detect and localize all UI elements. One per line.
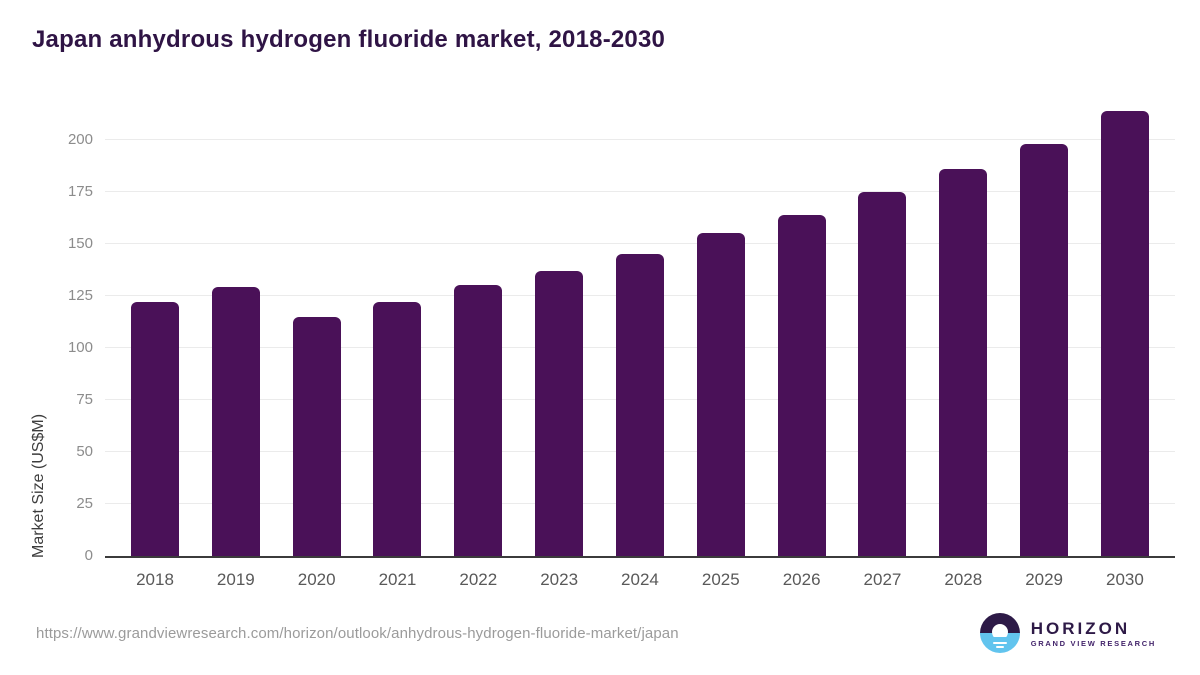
x-tick-label: 2021 [378,570,417,589]
bar-2025[interactable] [696,233,745,556]
x-tick-label: 2026 [782,570,821,589]
x-tick-label: 2028 [944,570,983,589]
bar-2021[interactable] [373,302,422,556]
gridline [105,190,1175,192]
plot-area: 0 25 50 75 100 125 150 175 200 [68,100,1175,564]
bar-2029[interactable] [1020,143,1069,556]
bar-2020[interactable] [292,316,341,556]
y-axis-title: Market Size (US$M) [30,413,47,558]
bar-2027[interactable] [858,191,907,556]
horizon-logo-icon [979,613,1020,653]
y-tick-label: 100 [67,338,93,356]
y-tick-label: 150 [67,234,93,252]
horizon-logo: HORIZON GRAND VIEW RESEARCH [979,613,1156,653]
x-tick-label: 2022 [459,570,498,589]
x-axis-labels: 2018 2019 2020 2021 2022 2023 2024 2025 2026 2027… [105,570,1175,590]
bar-2030[interactable] [1100,110,1149,556]
logo-name: HORIZON [1030,618,1131,638]
x-tick-label: 2029 [1025,570,1064,589]
x-tick-label: 2020 [297,570,336,589]
y-tick-label: 25 [76,494,93,512]
bar-2023[interactable] [535,270,584,556]
bar-2022[interactable] [454,285,503,556]
y-tick-label: 0 [84,547,93,564]
bar-2019[interactable] [211,287,260,556]
y-tick-label: 75 [76,390,93,408]
gridline [105,138,1175,140]
bar-chart: Market Size (US$M) 0 25 50 75 100 125 150 175 20… [0,100,1200,595]
bar-2028[interactable] [939,168,988,556]
bar-2026[interactable] [777,214,826,556]
bar-series [105,100,1175,556]
x-tick-label: 2025 [701,570,740,589]
x-tick-label: 2030 [1106,570,1144,589]
x-tick-label: 2023 [540,570,579,589]
chart-title: Japan anhydrous hydrogen fluoride market… [32,26,666,53]
x-tick-label: 2027 [863,570,902,589]
x-tick-label: 2019 [216,570,255,589]
y-tick-label: 200 [67,130,93,148]
footer: https://www.grandviewresearch.com/horizo… [0,605,1200,661]
bar-2024[interactable] [615,254,664,556]
x-tick-label: 2018 [136,570,174,589]
sun-icon [991,624,1008,640]
gridline [105,242,1175,244]
x-tick-label: 2024 [621,570,659,589]
y-tick-label: 175 [67,182,93,200]
source-url: https://www.grandviewresearch.com/horizo… [36,624,679,642]
bar-2018[interactable] [131,302,179,556]
y-tick-label: 125 [67,286,93,304]
logo-subtitle: GRAND VIEW RESEARCH [1030,638,1156,648]
y-tick-label: 50 [76,442,93,460]
